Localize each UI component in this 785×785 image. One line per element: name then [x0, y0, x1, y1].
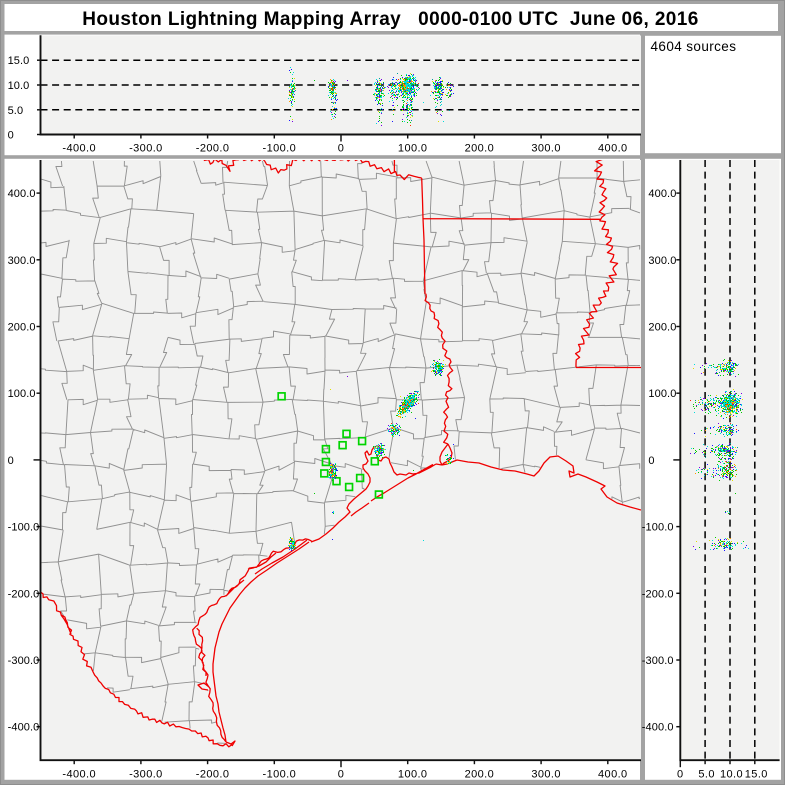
- svg-text:200.0: 200.0: [465, 143, 495, 155]
- svg-text:300.0: 300.0: [8, 255, 36, 267]
- svg-text:-400.0: -400.0: [62, 143, 96, 155]
- svg-text:4604 sources: 4604 sources: [651, 39, 737, 54]
- svg-text:200.0: 200.0: [465, 769, 495, 781]
- svg-text:400.0: 400.0: [598, 769, 628, 781]
- svg-text:0: 0: [648, 455, 654, 467]
- svg-text:-200.0: -200.0: [642, 588, 674, 600]
- svg-text:300.0: 300.0: [531, 143, 561, 155]
- svg-text:-100.0: -100.0: [263, 769, 297, 781]
- svg-text:300.0: 300.0: [648, 255, 676, 267]
- svg-text:10.0: 10.0: [720, 769, 743, 781]
- svg-text:-100.0: -100.0: [642, 522, 674, 534]
- svg-text:-300.0: -300.0: [642, 655, 674, 667]
- svg-text:-100.0: -100.0: [8, 522, 40, 534]
- svg-text:Houston Lightning Mapping Arra: Houston Lightning Mapping Array 0000-010…: [82, 9, 698, 30]
- svg-text:100.0: 100.0: [648, 388, 676, 400]
- svg-text:-300.0: -300.0: [8, 655, 40, 667]
- svg-text:-200.0: -200.0: [196, 143, 230, 155]
- svg-text:-300.0: -300.0: [129, 769, 163, 781]
- svg-text:-300.0: -300.0: [129, 143, 163, 155]
- svg-text:-200.0: -200.0: [196, 769, 230, 781]
- svg-text:100.0: 100.0: [398, 769, 428, 781]
- svg-text:200.0: 200.0: [648, 322, 676, 334]
- svg-text:5.0: 5.0: [698, 769, 715, 781]
- svg-text:-400.0: -400.0: [8, 722, 40, 734]
- svg-text:100.0: 100.0: [398, 143, 428, 155]
- svg-text:15.0: 15.0: [745, 769, 768, 781]
- svg-text:0: 0: [338, 769, 345, 781]
- svg-text:-200.0: -200.0: [8, 588, 40, 600]
- svg-text:10.0: 10.0: [8, 80, 30, 92]
- svg-text:400.0: 400.0: [598, 143, 628, 155]
- svg-text:0: 0: [8, 130, 14, 142]
- svg-text:-100.0: -100.0: [263, 143, 297, 155]
- svg-text:-400.0: -400.0: [62, 769, 96, 781]
- svg-text:-400.0: -400.0: [642, 722, 674, 734]
- svg-text:5.0: 5.0: [8, 105, 24, 117]
- svg-text:100.0: 100.0: [8, 388, 36, 400]
- svg-text:200.0: 200.0: [8, 322, 36, 334]
- svg-text:15.0: 15.0: [8, 55, 30, 67]
- svg-text:400.0: 400.0: [648, 188, 676, 200]
- svg-text:0: 0: [677, 769, 684, 781]
- svg-text:400.0: 400.0: [8, 188, 36, 200]
- svg-text:0: 0: [338, 143, 345, 155]
- svg-text:300.0: 300.0: [531, 769, 561, 781]
- svg-text:0: 0: [8, 455, 14, 467]
